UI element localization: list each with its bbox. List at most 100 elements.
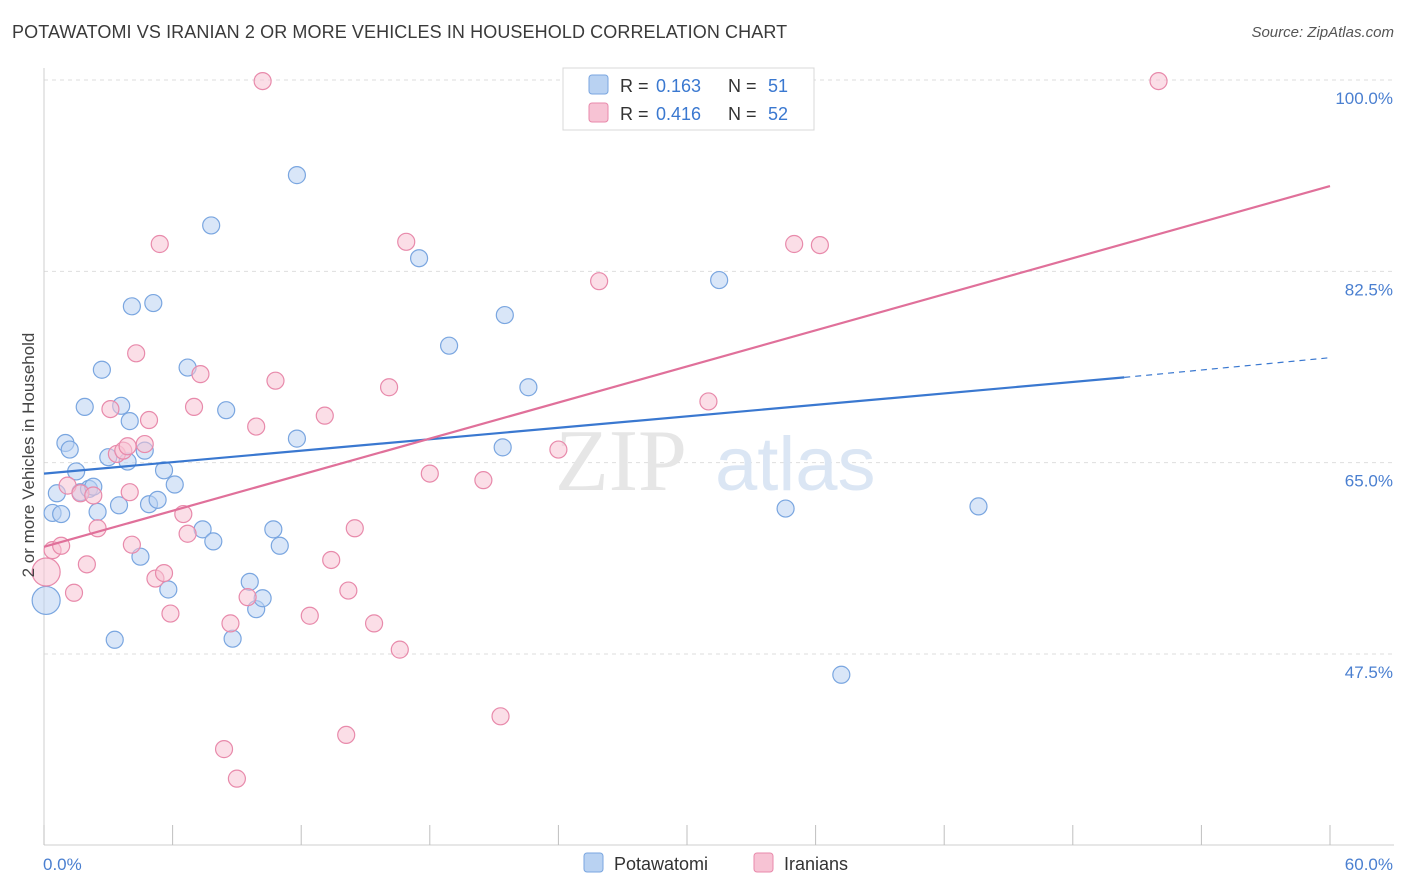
data-point-potawatomi <box>270 536 289 555</box>
data-point-potawatomi <box>287 429 307 448</box>
data-point-potawatomi <box>109 496 129 515</box>
data-point-iranians <box>227 769 246 788</box>
data-point-iranians <box>300 606 319 625</box>
x-tick-min: 0.0% <box>43 855 82 874</box>
data-point-potawatomi <box>204 532 223 551</box>
trend-lines <box>43 184 1331 548</box>
data-point-potawatomi <box>202 216 221 235</box>
data-point-iranians <box>322 550 341 570</box>
data-point-iranians <box>266 371 285 390</box>
data-point-iranians <box>150 234 169 254</box>
data-point-potawatomi <box>217 401 236 420</box>
legend-r-label-potawatomi: R = <box>620 76 649 96</box>
data-point-potawatomi <box>148 490 167 509</box>
data-point-potawatomi <box>710 270 729 290</box>
bottom-legend-label-potawatomi: Potawatomi <box>614 854 708 874</box>
legend-n-value-potawatomi: 51 <box>768 76 788 96</box>
watermark-atlas: atlas <box>715 422 876 507</box>
data-point-iranians <box>122 535 141 554</box>
y-tick-label: 47.5% <box>1345 663 1393 682</box>
data-point-iranians <box>253 71 272 91</box>
data-point-iranians <box>31 557 61 587</box>
data-point-potawatomi <box>969 497 988 516</box>
data-point-potawatomi <box>495 305 514 325</box>
data-point-potawatomi <box>75 397 94 417</box>
data-point-iranians <box>315 406 334 425</box>
series-iranians-points <box>31 71 1168 788</box>
data-point-potawatomi <box>31 585 61 616</box>
data-point-potawatomi <box>105 630 124 649</box>
data-point-iranians <box>491 707 510 726</box>
watermark-zip: ZIP <box>555 413 687 510</box>
data-point-potawatomi <box>52 504 71 524</box>
legend-r-value-iranians: 0.416 <box>656 104 701 124</box>
trend-line-potawatomi <box>43 376 1125 475</box>
data-point-iranians <box>214 740 234 759</box>
data-point-iranians <box>397 232 416 251</box>
y-tick-label: 100.0% <box>1335 89 1393 108</box>
data-point-iranians <box>84 486 103 505</box>
y-tick-labels: 47.5% 65.0% 82.5% 100.0% <box>1335 89 1393 682</box>
data-point-iranians <box>549 440 568 459</box>
data-point-potawatomi <box>253 589 272 608</box>
y-tick-label: 65.0% <box>1345 472 1393 491</box>
data-point-potawatomi <box>519 378 538 397</box>
series-legend: Potawatomi Iranians <box>583 852 848 874</box>
data-point-potawatomi <box>165 475 184 494</box>
y-axis-label: 2 or more Vehicles in Household <box>19 333 38 578</box>
data-point-iranians <box>590 272 609 291</box>
data-point-iranians <box>118 437 137 456</box>
data-point-potawatomi <box>60 440 79 459</box>
data-point-potawatomi <box>92 360 111 379</box>
x-tick-max: 60.0% <box>1345 855 1393 874</box>
data-point-iranians <box>390 640 409 659</box>
legend-n-label-potawatomi: N = <box>728 76 757 96</box>
bottom-legend-swatch-iranians <box>753 852 774 873</box>
data-point-iranians <box>379 378 399 397</box>
data-point-iranians <box>785 234 804 254</box>
data-point-iranians <box>120 483 139 502</box>
y-tick-label: 82.5% <box>1345 280 1393 299</box>
bottom-legend-swatch-potawatomi <box>583 852 604 873</box>
data-point-iranians <box>139 410 159 430</box>
data-point-potawatomi <box>439 336 459 355</box>
stats-legend: R = 0.163 N = 51 R = 0.416 N = 52 <box>562 67 815 131</box>
data-point-iranians <box>339 581 358 600</box>
data-point-iranians <box>420 464 439 483</box>
data-point-iranians <box>221 614 240 633</box>
series-potawatomi-points <box>31 70 988 684</box>
data-point-iranians <box>247 417 266 436</box>
data-point-iranians <box>364 614 384 633</box>
data-point-iranians <box>810 235 829 255</box>
axes <box>43 68 1394 846</box>
data-point-iranians <box>77 555 96 574</box>
data-point-potawatomi <box>223 629 242 648</box>
data-point-iranians <box>135 434 154 454</box>
data-point-iranians <box>161 604 180 623</box>
data-point-potawatomi <box>120 412 139 431</box>
legend-r-value-potawatomi: 0.163 <box>656 76 701 96</box>
data-point-iranians <box>238 588 257 607</box>
data-point-iranians <box>345 519 364 538</box>
data-point-iranians <box>154 563 174 583</box>
legend-swatch-potawatomi <box>588 74 609 95</box>
data-point-iranians <box>184 397 204 417</box>
data-point-potawatomi <box>144 293 163 313</box>
trend-line-iranians <box>43 184 1331 548</box>
data-point-iranians <box>191 365 210 384</box>
data-point-iranians <box>127 344 146 363</box>
trend-line-extension-potawatomi <box>1124 357 1331 378</box>
data-point-potawatomi <box>832 665 851 684</box>
source-label: Source: ZipAtlas.com <box>1251 24 1394 41</box>
data-point-iranians <box>178 524 197 543</box>
data-point-potawatomi <box>493 438 512 457</box>
legend-r-label-iranians: R = <box>620 104 649 124</box>
data-point-iranians <box>699 392 718 411</box>
data-point-iranians <box>64 583 84 602</box>
legend-n-label-iranians: N = <box>728 104 757 124</box>
chart-title: POTAWATOMI VS IRANIAN 2 OR MORE VEHICLES… <box>12 22 788 42</box>
data-point-iranians <box>474 471 493 490</box>
data-point-iranians <box>1149 71 1168 91</box>
grid-lines <box>44 79 1394 655</box>
watermark: ZIP atlas <box>555 413 876 510</box>
